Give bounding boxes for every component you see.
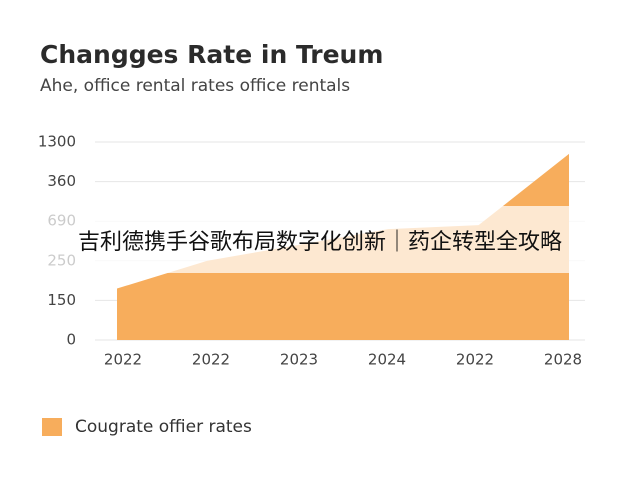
x-tick-label: 2024	[368, 351, 406, 369]
x-tick-label: 2022	[104, 351, 142, 369]
x-tick-label: 2028	[544, 351, 582, 369]
x-tick-label: 2022	[192, 351, 230, 369]
x-tick-label: 2022	[456, 351, 494, 369]
chart-subtitle: Ahe, office rental rates office rentals	[40, 76, 350, 96]
overlay: 吉利德携手谷歌布局数字化创新｜药企转型全攻略	[0, 206, 640, 273]
overlay-band	[0, 206, 640, 273]
y-tick-label: 1300	[38, 133, 76, 151]
legend-swatch	[42, 418, 62, 436]
y-tick-label: 0	[66, 331, 76, 349]
x-tick-label: 2023	[280, 351, 318, 369]
overlay-text: 吉利德携手谷歌布局数字化创新｜药企转型全攻略	[78, 230, 562, 255]
legend-label: Cougrate offier rates	[75, 417, 252, 437]
chart-title: Changges Rate in Treum	[40, 40, 383, 69]
y-tick-label: 360	[47, 172, 76, 190]
y-tick-label: 150	[47, 291, 76, 309]
